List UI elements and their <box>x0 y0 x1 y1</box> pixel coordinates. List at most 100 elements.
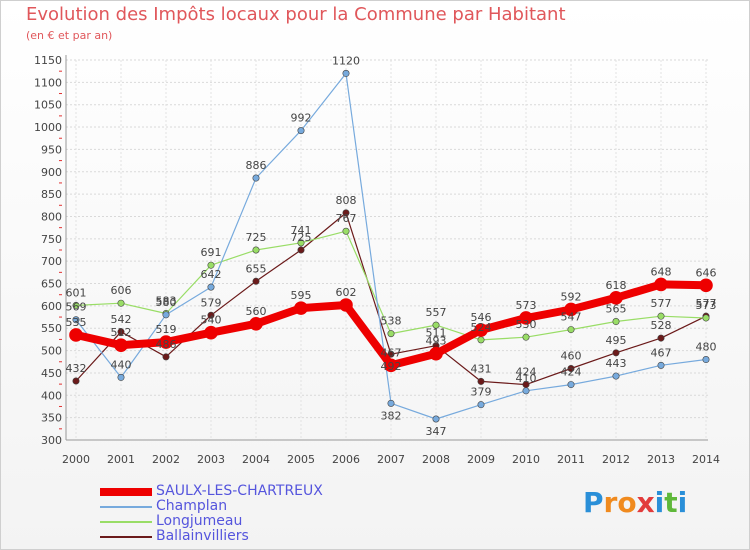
logo-letter: o <box>617 486 637 519</box>
data-label-champlan: 886 <box>246 159 267 172</box>
data-point-champlan <box>207 283 215 291</box>
data-label-champlan: 580 <box>156 296 177 309</box>
data-point-saulx-les-chartreux <box>204 325 218 340</box>
data-point-champlan <box>162 311 170 319</box>
data-point-longjumeau <box>612 318 620 326</box>
data-point-longjumeau <box>207 261 215 269</box>
y-tick-label: 950 <box>41 143 62 156</box>
x-tick-label: 2003 <box>197 453 225 466</box>
data-label-longjumeau: 691 <box>201 246 222 259</box>
data-label-saulx-les-chartreux: 519 <box>156 323 177 336</box>
data-point-longjumeau <box>387 330 395 338</box>
data-label-saulx-les-chartreux: 646 <box>696 266 717 279</box>
data-label-saulx-les-chartreux: 648 <box>651 265 672 278</box>
legend-label-champlan: Champlan <box>156 498 228 514</box>
data-label-champlan: 424 <box>561 366 582 379</box>
data-label-longjumeau: 573 <box>696 299 717 312</box>
x-tick-label: 2004 <box>242 453 270 466</box>
data-label-ballainvilliers: 725 <box>291 231 312 244</box>
data-label-saulx-les-chartreux: 595 <box>291 289 312 302</box>
data-point-champlan <box>117 373 125 381</box>
data-label-longjumeau: 725 <box>246 231 267 244</box>
data-point-longjumeau <box>702 314 710 322</box>
y-tick-label: 500 <box>41 345 62 358</box>
data-point-ballainvilliers <box>297 246 305 254</box>
data-point-saulx-les-chartreux <box>654 277 668 292</box>
x-tick-label: 2014 <box>692 453 720 466</box>
data-label-longjumeau: 530 <box>516 318 537 331</box>
legend-swatch-ballainvilliers <box>100 536 152 538</box>
y-tick-label: 900 <box>41 166 62 179</box>
y-tick-label: 700 <box>41 255 62 268</box>
axis-layer: 300 350 400 450 500 550 600 650 700 750 800 850 900 9… <box>34 54 720 466</box>
chart-subtitle: (en € et par an) <box>26 29 113 42</box>
y-tick-label: 400 <box>41 389 62 402</box>
data-point-champlan <box>387 399 395 407</box>
data-point-longjumeau <box>72 301 80 309</box>
data-label-ballainvilliers: 542 <box>111 313 132 326</box>
data-label-longjumeau: 606 <box>111 284 132 297</box>
data-label-saulx-les-chartreux: 493 <box>426 335 447 348</box>
data-point-champlan <box>612 372 620 380</box>
data-label-longjumeau: 577 <box>651 297 672 310</box>
data-label-longjumeau: 538 <box>381 315 402 328</box>
data-point-saulx-les-chartreux <box>609 291 623 305</box>
data-label-champlan: 440 <box>111 358 132 371</box>
data-point-longjumeau <box>657 312 665 320</box>
data-label-champlan: 569 <box>66 301 87 314</box>
data-point-saulx-les-chartreux <box>339 298 353 312</box>
data-point-ballainvilliers <box>567 364 575 372</box>
data-label-longjumeau: 767 <box>336 212 357 225</box>
data-label-saulx-les-chartreux: 535 <box>66 316 87 329</box>
data-point-saulx-les-chartreux <box>384 358 398 373</box>
y-tick-label: 1100 <box>34 76 62 89</box>
data-point-champlan <box>657 361 665 369</box>
x-tick-label: 2005 <box>287 453 315 466</box>
logo-letter: r <box>603 486 618 519</box>
data-label-champlan: 443 <box>606 357 627 370</box>
data-label-ballainvilliers: 486 <box>156 338 177 351</box>
y-tick-label: 850 <box>41 188 62 201</box>
data-point-ballainvilliers <box>657 334 665 342</box>
data-label-champlan: 642 <box>201 268 222 281</box>
x-tick-label: 2011 <box>557 453 585 466</box>
data-label-champlan: 1120 <box>332 54 360 67</box>
data-point-ballainvilliers <box>342 209 350 217</box>
data-label-ballainvilliers: 495 <box>606 334 627 347</box>
data-label-ballainvilliers: 655 <box>246 262 267 275</box>
x-tick-label: 2012 <box>602 453 630 466</box>
data-label-champlan: 992 <box>291 112 312 125</box>
data-point-champlan <box>252 174 260 182</box>
logo-letter: i <box>677 486 688 519</box>
data-point-champlan <box>297 127 305 135</box>
logo-letter: x <box>636 486 655 519</box>
data-label-saulx-les-chartreux: 540 <box>201 314 222 327</box>
data-label-ballainvilliers: 460 <box>561 349 582 362</box>
label-layer: 432 542 486 579 655 725 808 492 511 431 424 460 495 5… <box>66 54 717 438</box>
logo-letter: P <box>583 486 604 519</box>
x-tick-label: 2006 <box>332 453 360 466</box>
data-label-saulx-les-chartreux: 592 <box>561 290 582 303</box>
data-point-champlan <box>702 356 710 364</box>
data-point-saulx-les-chartreux <box>159 335 173 349</box>
data-point-saulx-les-chartreux <box>249 316 263 331</box>
x-tick-label: 2010 <box>512 453 540 466</box>
data-point-saulx-les-chartreux <box>519 311 533 325</box>
data-point-champlan <box>432 415 440 423</box>
data-label-ballainvilliers: 432 <box>66 362 87 375</box>
y-tick-label: 1150 <box>34 54 62 67</box>
data-point-saulx-les-chartreux <box>429 346 443 361</box>
legend-swatch-longjumeau <box>100 521 152 523</box>
y-tick-label: 600 <box>41 300 62 313</box>
data-point-longjumeau <box>522 333 530 341</box>
data-label-champlan: 410 <box>516 372 537 385</box>
y-tick-label: 800 <box>41 210 62 223</box>
data-point-longjumeau <box>567 326 575 334</box>
data-label-saulx-les-chartreux: 467 <box>381 346 402 359</box>
y-tick-label: 1000 <box>34 121 62 134</box>
data-label-longjumeau: 524 <box>471 321 492 334</box>
data-label-saulx-les-chartreux: 560 <box>246 305 267 318</box>
y-tick-label: 550 <box>41 322 62 335</box>
data-label-longjumeau: 741 <box>291 224 312 237</box>
